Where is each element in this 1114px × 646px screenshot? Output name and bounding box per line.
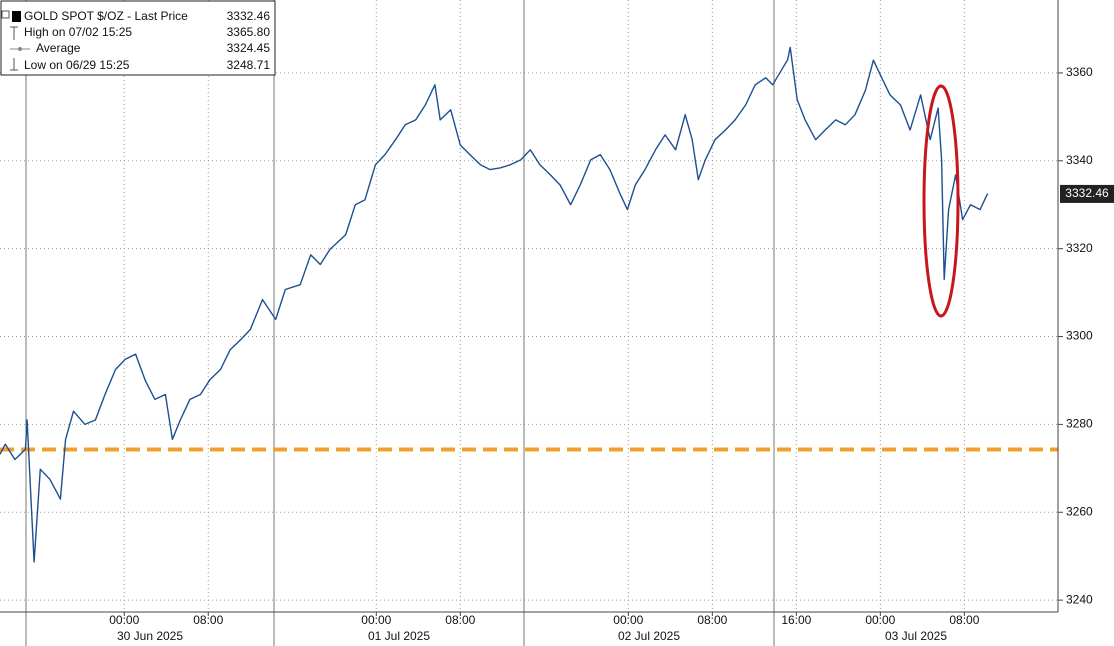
x-tick-label: 08:00 (697, 613, 727, 627)
x-tick-label: 16:00 (781, 613, 811, 627)
data-layer (0, 46, 1058, 563)
legend: GOLD SPOT $/OZ - Last Price 3332.46 High… (0, 0, 276, 76)
last-price-label: 3332.46 (1065, 186, 1109, 200)
legend-value: 3324.45 (227, 41, 271, 55)
x-tick-label: 08:00 (193, 613, 223, 627)
legend-value: 3365.80 (227, 25, 271, 39)
x-tick-label: 00:00 (109, 613, 139, 627)
y-tick-label: 3340 (1066, 153, 1093, 167)
day-label: 02 Jul 2025 (618, 629, 680, 643)
legend-swatch (12, 11, 21, 22)
x-tick-label: 00:00 (865, 613, 895, 627)
legend-label: Average (36, 41, 81, 55)
legend-label: High on 07/02 15:25 (24, 25, 132, 39)
day-label: 01 Jul 2025 (368, 629, 430, 643)
y-tick-label: 3280 (1066, 417, 1093, 431)
x-tick-label: 00:00 (613, 613, 643, 627)
price-line (0, 46, 989, 563)
legend-value: 3332.46 (227, 9, 271, 23)
legend-box (0, 0, 276, 76)
x-tick-label: 08:00 (949, 613, 979, 627)
x-tick-label: 08:00 (445, 613, 475, 627)
legend-value: 3248.71 (227, 58, 271, 72)
day-label: 30 Jun 2025 (117, 629, 183, 643)
day-label: 03 Jul 2025 (885, 629, 947, 643)
y-tick-label: 3360 (1066, 65, 1093, 79)
y-tick-label: 3240 (1066, 592, 1093, 606)
legend-toggle (1, 10, 10, 19)
highlight-ellipse (922, 84, 960, 318)
x-tick-label: 00:00 (361, 613, 391, 627)
last-price-tag (1060, 184, 1114, 203)
legend-title: GOLD SPOT $/OZ - Last Price (24, 9, 188, 23)
y-tick-label: 3300 (1066, 329, 1093, 343)
legend-icon (18, 47, 22, 51)
tag-layer: 3332.46 (1060, 184, 1114, 203)
grid-layer (0, 0, 1058, 646)
axis-layer: 3240 3260 3280 3300 3320 3340 3360 00:00 08:00 00… (109, 65, 1093, 643)
y-tick-label: 3320 (1066, 241, 1093, 255)
y-tick-label: 3260 (1066, 504, 1093, 518)
legend-label: Low on 06/29 15:25 (24, 58, 130, 72)
